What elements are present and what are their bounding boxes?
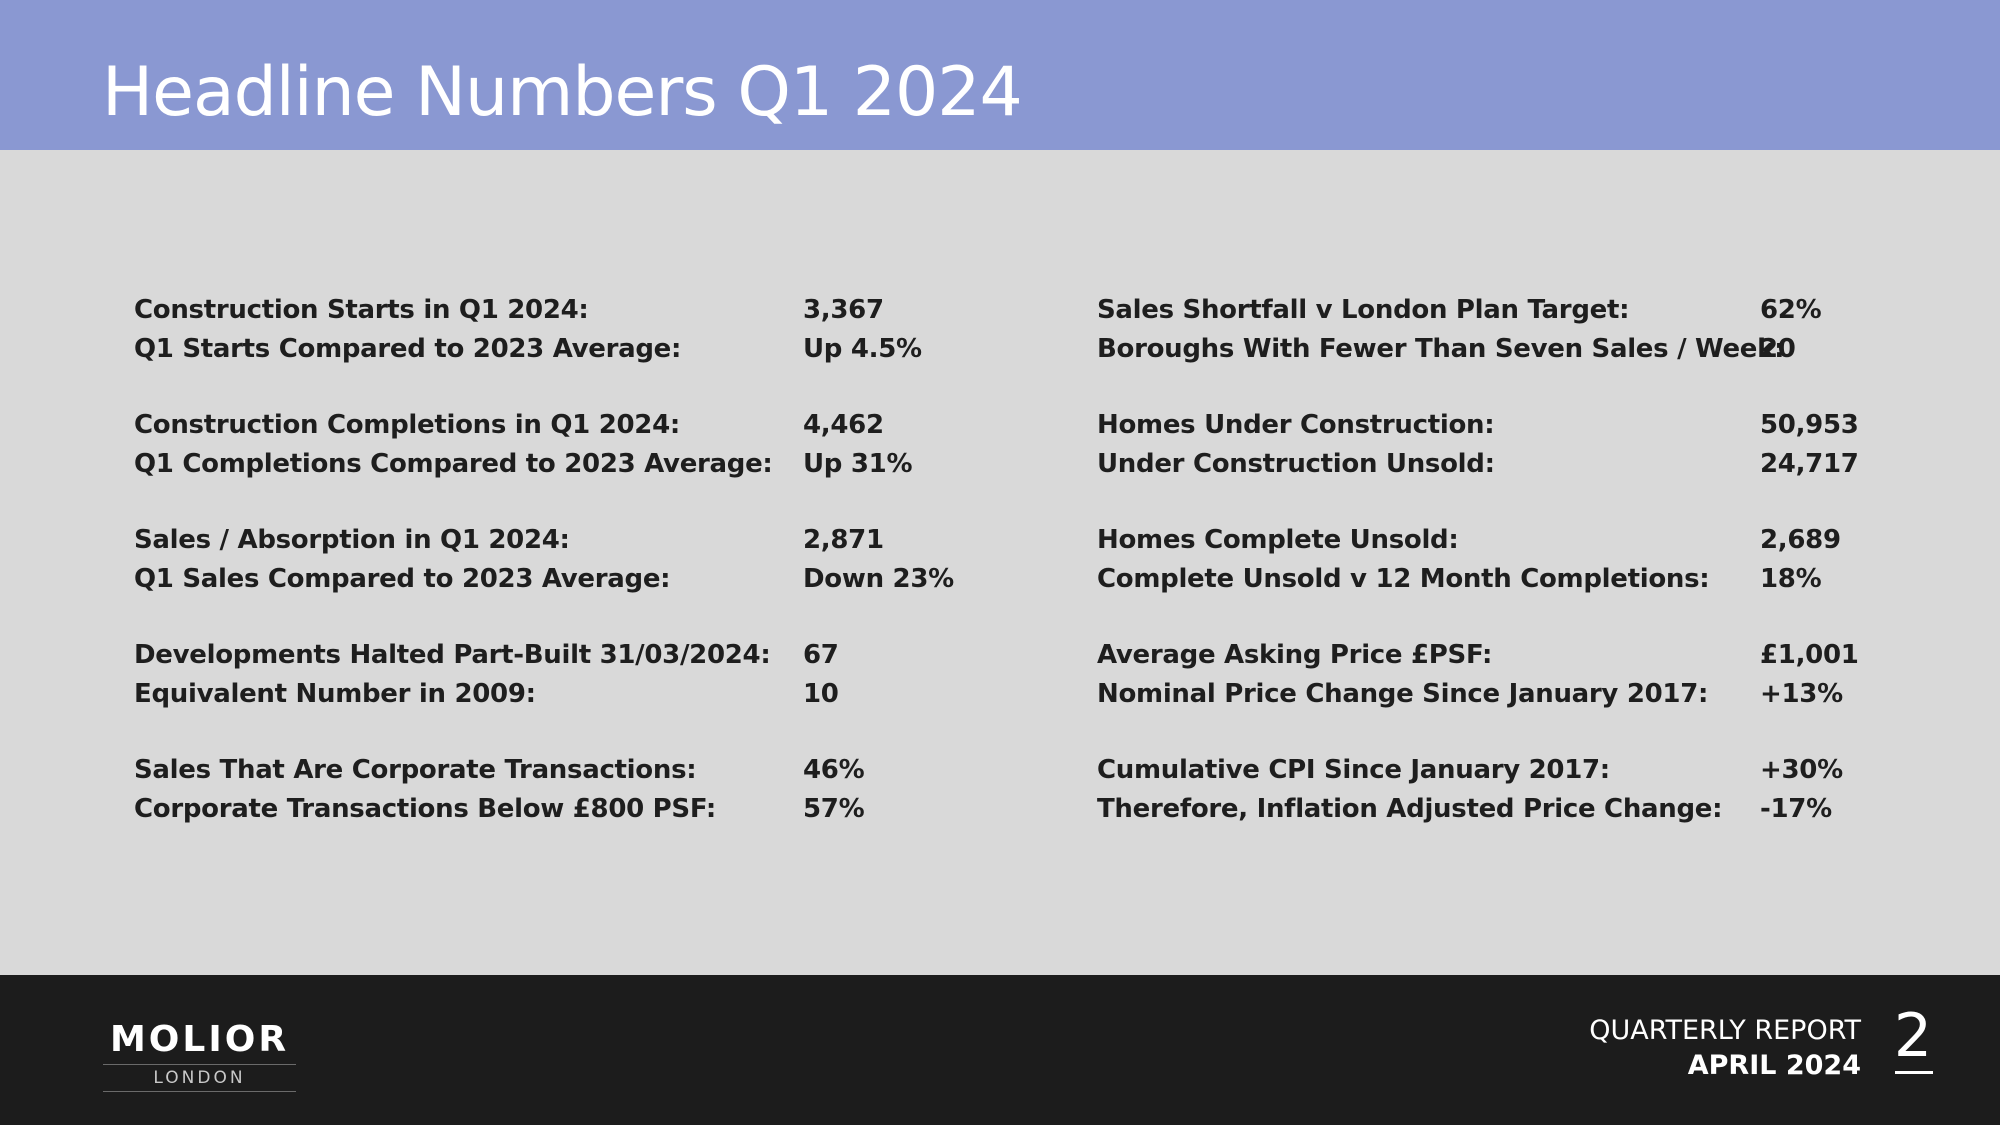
stat-label: Nominal Price Change Since January 2017: <box>1097 678 1709 709</box>
stat-value: £1,001 <box>1760 640 1859 671</box>
stat-label: Under Construction Unsold: <box>1097 448 1495 479</box>
stat-group: Sales / Absorption in Q1 2024: 2,871 Q1 … <box>134 521 954 598</box>
stat-row: Equivalent Number in 2009: 10 <box>134 675 954 714</box>
stat-value: 62% <box>1760 295 1822 326</box>
stat-label: Cumulative CPI Since January 2017: <box>1097 755 1610 786</box>
stat-value: +30% <box>1760 755 1843 786</box>
stat-row: Boroughs With Fewer Than Seven Sales / W… <box>1097 330 1859 369</box>
stat-group: Developments Halted Part-Built 31/03/202… <box>134 636 954 713</box>
stat-label: Boroughs With Fewer Than Seven Sales / W… <box>1097 333 1785 364</box>
page-number-underline <box>1895 1071 1933 1074</box>
page-number: 2 <box>1893 1001 1933 1071</box>
stat-value: 18% <box>1760 563 1822 594</box>
footer-bar <box>0 975 2000 1125</box>
stat-row: Under Construction Unsold: 24,717 <box>1097 445 1859 484</box>
stat-label: Construction Completions in Q1 2024: <box>134 410 680 441</box>
stat-group: Average Asking Price £PSF: £1,001 Nomina… <box>1097 636 1859 713</box>
stat-row: Construction Starts in Q1 2024: 3,367 <box>134 291 954 330</box>
stat-value: 20 <box>1760 333 1796 364</box>
stat-label: Developments Halted Part-Built 31/03/202… <box>134 640 771 671</box>
report-info: QUARTERLY REPORT APRIL 2024 <box>1589 1013 1861 1083</box>
page-title: Headline Numbers Q1 2024 <box>102 53 1023 132</box>
stat-label: Homes Under Construction: <box>1097 410 1495 441</box>
company-logo: MOLIOR LONDON <box>103 1020 296 1092</box>
stat-label: Sales Shortfall v London Plan Target: <box>1097 295 1630 326</box>
stat-group: Homes Under Construction: 50,953 Under C… <box>1097 406 1859 483</box>
stat-group: Homes Complete Unsold: 2,689 Complete Un… <box>1097 521 1859 598</box>
stat-label: Average Asking Price £PSF: <box>1097 640 1493 671</box>
stat-value: 67 <box>803 640 839 671</box>
stat-row: Homes Complete Unsold: 2,689 <box>1097 521 1859 560</box>
stat-value: 50,953 <box>1760 410 1859 441</box>
stat-label: Sales That Are Corporate Transactions: <box>134 755 697 786</box>
stat-row: Construction Completions in Q1 2024: 4,4… <box>134 406 954 445</box>
report-type: QUARTERLY REPORT <box>1589 1015 1861 1046</box>
stat-group: Sales That Are Corporate Transactions: 4… <box>134 751 954 828</box>
stat-value: Up 4.5% <box>803 333 922 364</box>
logo-subtitle: LONDON <box>103 1064 296 1092</box>
stat-label: Corporate Transactions Below £800 PSF: <box>134 793 716 824</box>
stat-label: Q1 Sales Compared to 2023 Average: <box>134 563 671 594</box>
stat-row: Complete Unsold v 12 Month Completions: … <box>1097 560 1859 599</box>
stat-value: 3,367 <box>803 295 884 326</box>
stat-row: Q1 Completions Compared to 2023 Average:… <box>134 445 954 484</box>
stat-group: Construction Starts in Q1 2024: 3,367 Q1… <box>134 291 954 368</box>
stat-label: Equivalent Number in 2009: <box>134 678 536 709</box>
right-stats-column: Sales Shortfall v London Plan Target: 62… <box>1097 291 1859 866</box>
stat-value: Down 23% <box>803 563 954 594</box>
stat-label: Q1 Starts Compared to 2023 Average: <box>134 333 682 364</box>
stat-row: Average Asking Price £PSF: £1,001 <box>1097 636 1859 675</box>
stat-row: Homes Under Construction: 50,953 <box>1097 406 1859 445</box>
stat-label: Q1 Completions Compared to 2023 Average: <box>134 448 773 479</box>
logo-wordmark: MOLIOR <box>109 1019 290 1060</box>
stat-row: Therefore, Inflation Adjusted Price Chan… <box>1097 790 1859 829</box>
stat-row: Sales / Absorption in Q1 2024: 2,871 <box>134 521 954 560</box>
left-stats-column: Construction Starts in Q1 2024: 3,367 Q1… <box>134 291 954 866</box>
stat-value: +13% <box>1760 678 1843 709</box>
stat-value: 10 <box>803 678 839 709</box>
stat-row: Corporate Transactions Below £800 PSF: 5… <box>134 790 954 829</box>
stat-row: Sales Shortfall v London Plan Target: 62… <box>1097 291 1859 330</box>
stat-value: 2,689 <box>1760 525 1841 556</box>
stat-label: Therefore, Inflation Adjusted Price Chan… <box>1097 793 1723 824</box>
stat-value: 57% <box>803 793 865 824</box>
stat-value: -17% <box>1760 793 1832 824</box>
stat-group: Cumulative CPI Since January 2017: +30% … <box>1097 751 1859 828</box>
stat-row: Q1 Starts Compared to 2023 Average: Up 4… <box>134 330 954 369</box>
stat-value: 46% <box>803 755 865 786</box>
stat-row: Developments Halted Part-Built 31/03/202… <box>134 636 954 675</box>
stat-row: Cumulative CPI Since January 2017: +30% <box>1097 751 1859 790</box>
stat-label: Complete Unsold v 12 Month Completions: <box>1097 563 1710 594</box>
stat-value: 2,871 <box>803 525 884 556</box>
stat-group: Sales Shortfall v London Plan Target: 62… <box>1097 291 1859 368</box>
stat-value: 24,717 <box>1760 448 1859 479</box>
stat-value: 4,462 <box>803 410 884 441</box>
stat-row: Q1 Sales Compared to 2023 Average: Down … <box>134 560 954 599</box>
report-date: APRIL 2024 <box>1687 1050 1861 1081</box>
header-bar: Headline Numbers Q1 2024 <box>0 0 2000 150</box>
stat-label: Sales / Absorption in Q1 2024: <box>134 525 570 556</box>
stat-row: Nominal Price Change Since January 2017:… <box>1097 675 1859 714</box>
stat-row: Sales That Are Corporate Transactions: 4… <box>134 751 954 790</box>
stat-label: Construction Starts in Q1 2024: <box>134 295 589 326</box>
stat-group: Construction Completions in Q1 2024: 4,4… <box>134 406 954 483</box>
stat-label: Homes Complete Unsold: <box>1097 525 1459 556</box>
stat-value: Up 31% <box>803 448 913 479</box>
